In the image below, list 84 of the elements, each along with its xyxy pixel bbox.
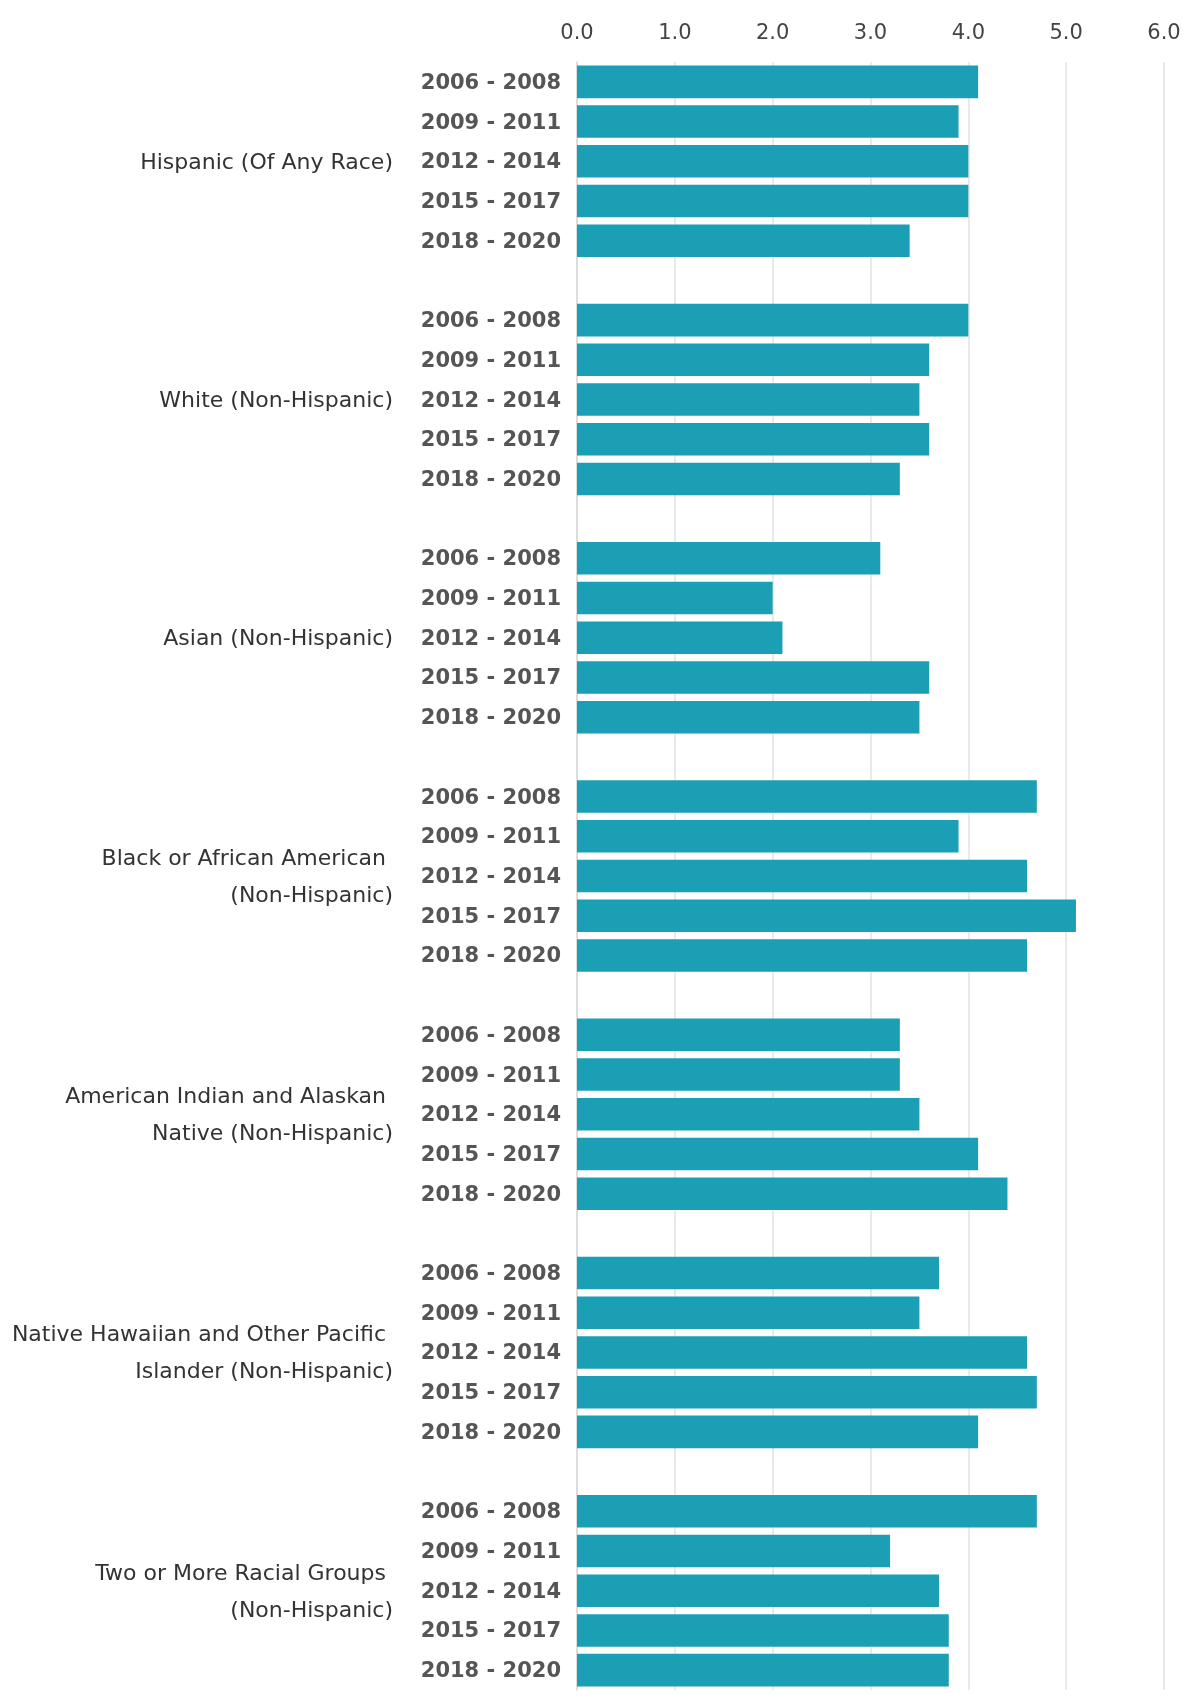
y-tick-label: 2018 - 2020 [420,1658,561,1683]
y-tick-label: 2006 - 2008 [420,1499,561,1524]
y-tick-label: 2009 - 2011 [420,1539,561,1564]
y-tick-label: 2012 - 2014 [420,149,561,174]
y-tick-label: 2018 - 2020 [420,1181,561,1206]
bar [577,462,900,496]
bar [577,1177,1008,1210]
bar [577,224,910,257]
x-tick-label: 0.0 [560,19,594,44]
y-tick-label: 2018 - 2020 [420,466,561,491]
y-tick-label: 2006 - 2008 [420,1261,561,1286]
bar [577,621,783,655]
y-tick-label: 2009 - 2011 [420,1300,561,1325]
bar [577,303,969,337]
x-tick-label: 4.0 [951,19,986,44]
bar [577,780,1037,813]
y-tick-label: 2015 - 2017 [420,665,561,690]
y-tick-label: 2006 - 2008 [420,546,561,571]
y-tick-label: 2018 - 2020 [420,943,561,968]
y-tick-label: 2006 - 2008 [420,784,561,809]
y-tick-label: 2006 - 2008 [420,1022,561,1047]
y-tick-label: 2015 - 2017 [420,903,561,928]
text: White (Non-Hispanic) [159,387,393,413]
y-tick-label: 2012 - 2014 [420,387,561,412]
y-tick-label: 2012 - 2014 [420,1578,561,1603]
text: Two or More Racial Groups (Non-Hispanic) [94,1559,393,1622]
y-tick-label: 2018 - 2020 [420,1419,561,1444]
y-tick-label: 2012 - 2014 [420,864,561,888]
bar [577,1574,939,1608]
bar [577,939,1028,972]
bar [577,1534,891,1568]
y-tick-label: 2006 - 2008 [420,69,561,94]
bar [577,581,773,615]
bar [577,1495,1037,1528]
y-tick-label: 2015 - 2017 [420,427,561,452]
y-tick-label: 2009 - 2011 [420,586,561,611]
bar [577,1018,900,1052]
bar [577,1137,979,1171]
bar [577,184,969,218]
y-tick-label: 2006 - 2008 [420,308,561,333]
y-tick-label: 2015 - 2017 [420,188,561,213]
y-tick-label: 2018 - 2020 [420,705,561,730]
x-tick-label: 5.0 [1049,19,1083,44]
text: Native Hawaiian and Other Pacific Islander (Non-Hispanic) [11,1321,393,1384]
x-tick-label: 3.0 [853,19,888,44]
text: American Indian and Alaskan Native (Non-Hispanic) [65,1083,393,1146]
bar [577,1336,1028,1369]
bar [577,1653,949,1687]
y-tick-label: 2009 - 2011 [420,824,561,849]
x-tick-label: 6.0 [1147,19,1181,44]
bar [577,899,1076,932]
y-tick-label: 2009 - 2011 [420,347,561,372]
text: Asian (Non-Hispanic) [163,625,393,651]
bar [577,1296,920,1330]
bar [577,1256,939,1290]
y-tick-label: 2012 - 2014 [420,1340,561,1365]
bar [577,144,969,178]
y-tick-label: 2015 - 2017 [420,1380,561,1405]
bar [577,661,930,694]
y-tick-label: 2009 - 2011 [420,109,561,134]
bar [577,1058,900,1091]
x-tick-label: 1.0 [658,19,692,44]
bar [577,859,1028,893]
bar [577,1097,920,1131]
y-tick-label: 2018 - 2020 [420,228,561,253]
bar [577,65,979,99]
bar [577,343,930,377]
bar [577,105,959,138]
y-tick-label: 2012 - 2014 [420,625,561,650]
bar [577,700,920,734]
text: Hispanic (Of Any Race) [140,148,393,174]
x-tick-label: 2.0 [755,19,790,44]
bar [577,1415,979,1449]
bar [577,422,930,456]
bar [577,1614,949,1647]
y-tick-label: 2015 - 2017 [420,1141,561,1166]
y-tick-label: 2015 - 2017 [420,1618,561,1643]
bar [577,383,920,416]
y-tick-label: 2012 - 2014 [420,1102,561,1127]
y-tick-label: 2009 - 2011 [420,1062,561,1087]
bar [577,820,959,853]
text: Black or African American (Non-Hispanic) [101,845,393,907]
bar [577,1375,1037,1409]
bar [577,542,881,575]
